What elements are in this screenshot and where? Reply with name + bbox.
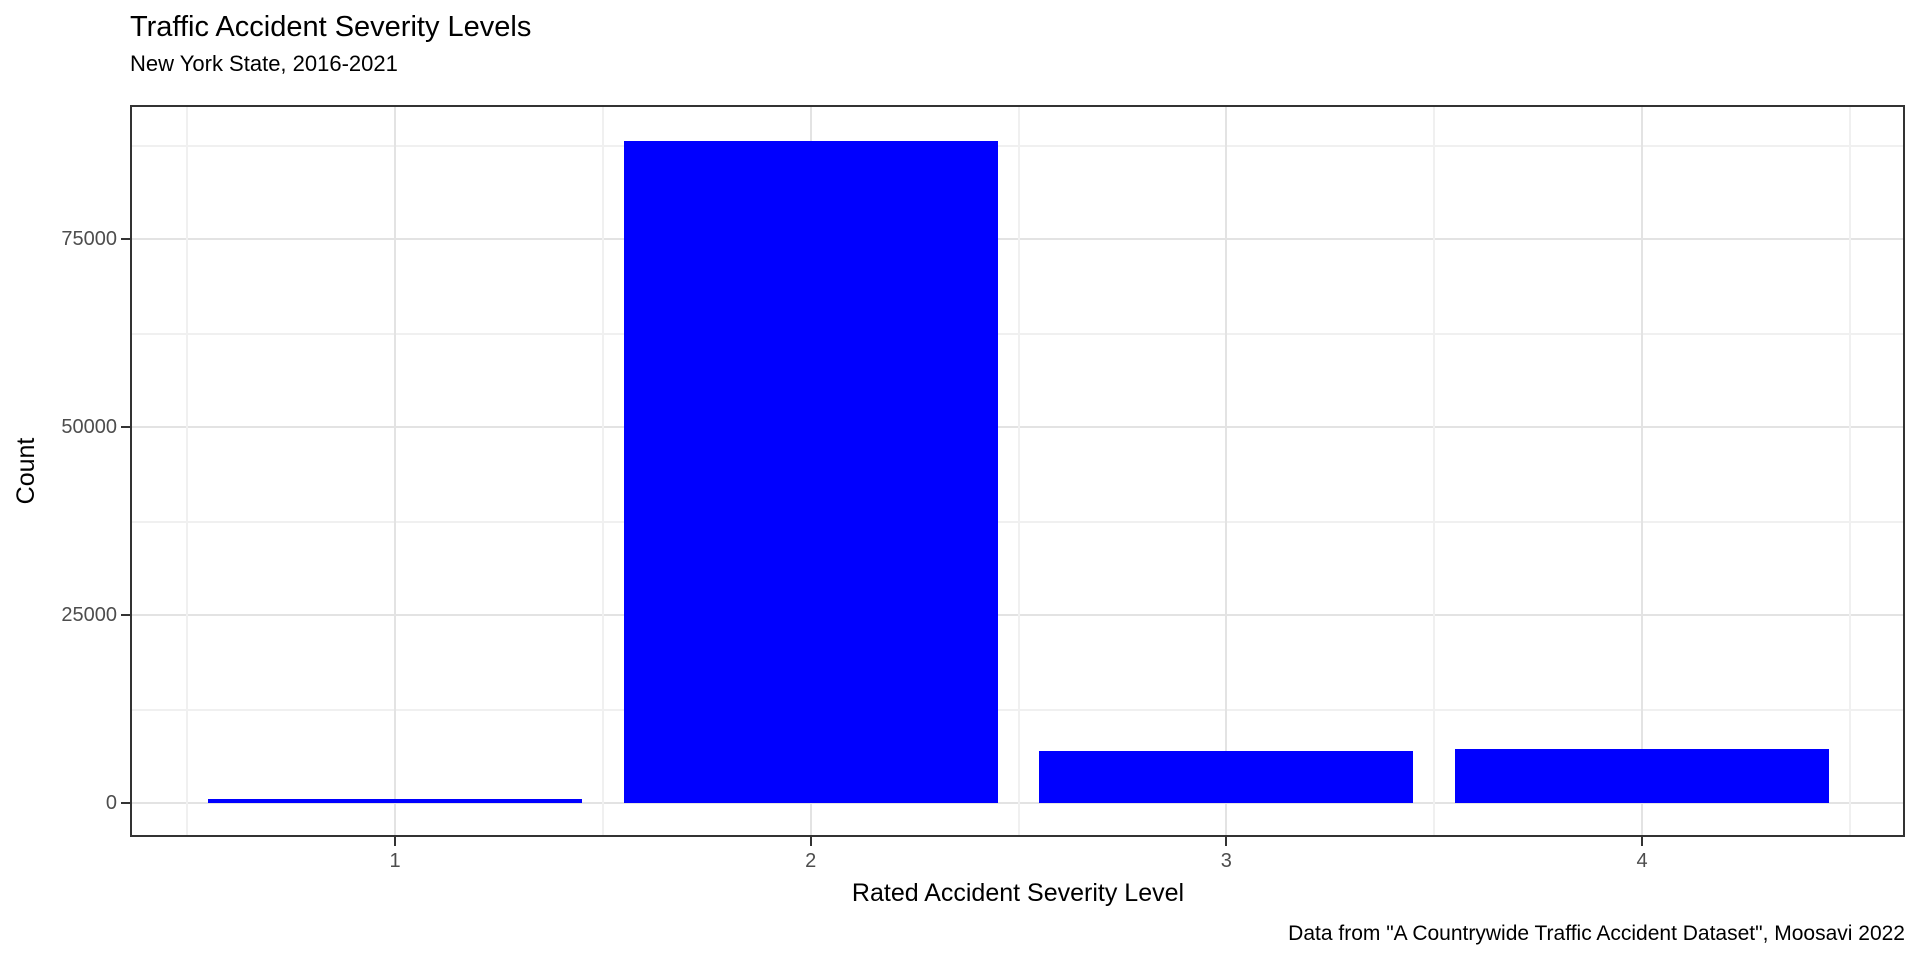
y-tick-mark <box>121 614 130 616</box>
bar-severity-3 <box>1039 751 1414 803</box>
gridline-major-vertical <box>394 107 396 835</box>
x-tick-label: 1 <box>389 850 401 872</box>
y-tick-label: 75000 <box>61 228 117 250</box>
gridline-major-horizontal <box>132 238 1903 240</box>
gridline-minor-vertical <box>601 107 604 835</box>
gridline-major-horizontal <box>132 614 1903 616</box>
bar-severity-1 <box>208 799 582 803</box>
gridline-minor-vertical <box>1017 107 1020 835</box>
gridline-major-horizontal <box>132 426 1903 428</box>
x-tick-mark <box>394 837 396 846</box>
gridline-minor-vertical <box>186 107 189 835</box>
plot-panel <box>130 105 1905 837</box>
gridline-minor-vertical <box>1848 107 1851 835</box>
bar-severity-4 <box>1455 748 1829 803</box>
x-tick-mark <box>1641 837 1643 846</box>
gridline-minor-vertical <box>1433 107 1436 835</box>
y-tick-label: 25000 <box>61 604 117 626</box>
x-axis-title: Rated Accident Severity Level <box>851 879 1185 907</box>
y-tick-mark <box>121 238 130 240</box>
x-tick-mark <box>809 837 812 846</box>
gridline-minor-horizontal <box>132 521 1903 523</box>
chart-subtitle: New York State, 2016-2021 <box>130 51 398 76</box>
x-tick-label: 4 <box>1636 850 1648 872</box>
gridline-minor-horizontal <box>132 145 1903 147</box>
gridline-minor-horizontal <box>132 709 1903 711</box>
chart-caption: Data from "A Countrywide Traffic Acciden… <box>1288 922 1905 945</box>
gridline-minor-horizontal <box>132 333 1903 335</box>
gridline-major-vertical <box>1225 107 1228 835</box>
y-tick-mark <box>121 426 130 428</box>
gridline-major-horizontal <box>132 802 1903 804</box>
x-tick-mark <box>1225 837 1228 846</box>
bar-severity-2 <box>623 141 998 803</box>
x-tick-label: 2 <box>805 850 817 872</box>
chart-title: Traffic Accident Severity Levels <box>130 11 532 43</box>
y-axis-title: Count <box>12 437 40 505</box>
gridline-major-vertical <box>1641 107 1643 835</box>
y-tick-mark <box>121 802 130 804</box>
x-tick-label: 3 <box>1220 850 1232 872</box>
y-tick-label: 0 <box>105 792 117 814</box>
y-tick-label: 50000 <box>61 416 117 438</box>
